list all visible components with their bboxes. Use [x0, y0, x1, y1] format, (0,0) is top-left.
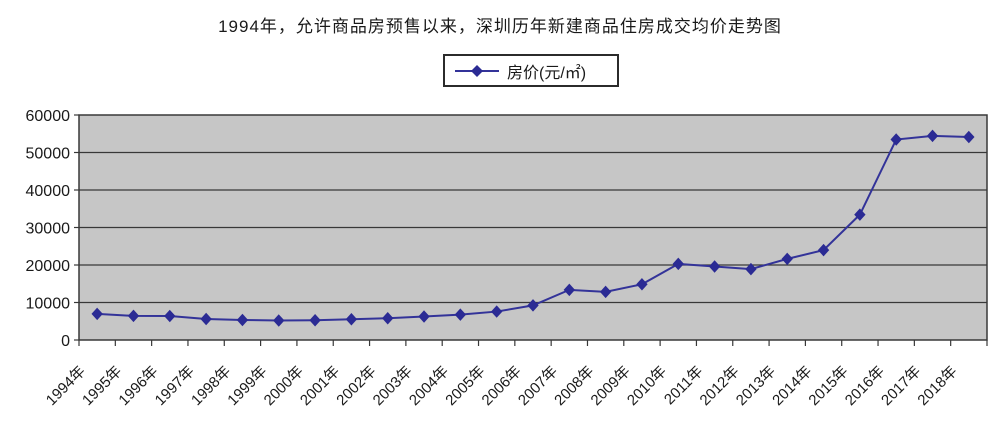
- x-axis-label: 2013年: [733, 363, 779, 409]
- x-axis-label: 2010年: [624, 363, 670, 409]
- data-point-marker: [708, 260, 721, 273]
- legend-label: 房价(元/㎡): [507, 64, 587, 82]
- x-axis-label: 1995年: [79, 363, 125, 409]
- data-point-marker: [854, 208, 866, 221]
- data-point-marker: [781, 252, 793, 266]
- x-axis-label: 2018年: [914, 363, 960, 409]
- data-point-marker: [309, 313, 321, 327]
- data-point-marker: [926, 129, 939, 143]
- x-axis-label: 2007年: [515, 363, 561, 409]
- x-axis-label: 1998年: [188, 363, 234, 409]
- y-axis-label: 40000: [26, 183, 71, 200]
- x-axis-label: 2012年: [697, 363, 743, 409]
- data-point-marker: [563, 283, 575, 297]
- data-point-marker: [236, 313, 249, 327]
- data-point-marker: [382, 311, 394, 325]
- data-point-marker: [599, 285, 612, 299]
- data-point-marker: [963, 130, 975, 144]
- x-axis-label: 2005年: [442, 363, 488, 409]
- data-point-marker: [890, 133, 902, 146]
- y-axis-label: 0: [61, 333, 70, 350]
- chart-title: 1994年，允许商品房预售以来，深圳历年新建商品住房成交均价走势图: [218, 17, 782, 36]
- data-point-marker: [164, 309, 176, 323]
- y-axis-label: 30000: [26, 221, 71, 238]
- data-point-marker: [454, 308, 467, 321]
- x-axis-label: 2003年: [370, 363, 416, 409]
- x-axis-label: 2002年: [333, 363, 379, 409]
- x-axis-label: 2014年: [769, 363, 815, 409]
- data-point-marker: [636, 278, 648, 291]
- data-point-marker: [745, 262, 757, 276]
- x-axis-label: 2017年: [878, 363, 924, 409]
- x-axis-label: 2006年: [479, 363, 525, 409]
- x-axis-label: 1997年: [152, 363, 198, 409]
- data-point-marker: [817, 243, 830, 257]
- legend-box: 房价(元/㎡): [443, 54, 619, 87]
- x-axis-label: 2000年: [261, 363, 307, 409]
- x-axis-label: 1996年: [115, 363, 161, 409]
- data-point-marker: [200, 312, 212, 326]
- y-axis-label: 50000: [26, 146, 71, 163]
- x-axis-label: 1994年: [43, 363, 89, 409]
- data-point-marker: [345, 313, 358, 326]
- x-axis-label: 2016年: [842, 363, 888, 409]
- data-point-marker: [672, 257, 684, 271]
- data-point-marker: [127, 309, 140, 323]
- x-axis-label: 2015年: [805, 363, 851, 409]
- x-axis-label: 2008年: [551, 363, 597, 409]
- x-axis-label: 2001年: [297, 363, 343, 409]
- x-axis-label: 2009年: [588, 363, 634, 409]
- x-axis-label: 2004年: [406, 363, 452, 409]
- data-point-marker: [273, 314, 285, 327]
- y-axis-label: 20000: [26, 258, 71, 275]
- y-axis-label: 10000: [26, 296, 71, 313]
- y-axis-label: 60000: [26, 108, 71, 125]
- data-point-marker: [91, 307, 103, 321]
- data-point-marker: [527, 299, 539, 312]
- data-point-marker: [418, 310, 430, 323]
- data-point-marker: [491, 305, 503, 318]
- legend-line-marker-icon: [455, 64, 499, 77]
- x-axis-label: 1999年: [224, 363, 270, 409]
